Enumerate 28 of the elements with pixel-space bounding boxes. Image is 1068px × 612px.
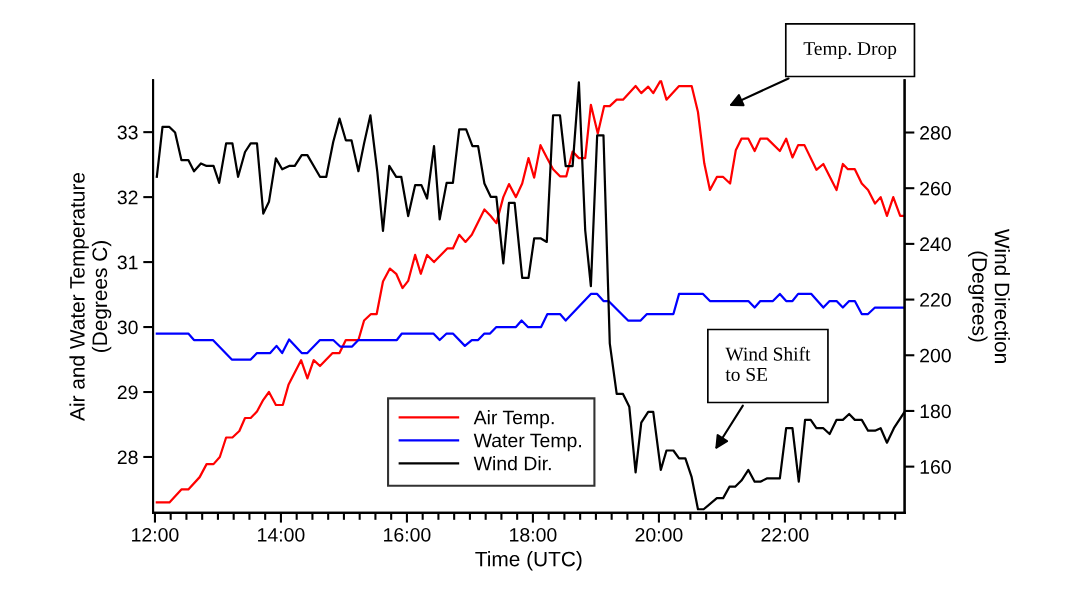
y2-tick-label: 180 <box>920 404 951 419</box>
annotation: Wind Shift to SE <box>725 346 811 382</box>
y-tick-label: 28 <box>117 450 138 465</box>
y-tick-label: 30 <box>117 320 138 335</box>
x-tick-label: 12:00 <box>132 527 179 542</box>
text: Temp. Drop <box>803 42 897 59</box>
y-tick-label: 32 <box>117 190 138 205</box>
legend-label: Air Temp. <box>473 410 554 429</box>
y-axis-title: Air and Water Temperature (Degrees C) <box>69 172 112 421</box>
x-tick-label: 18:00 <box>510 527 557 542</box>
x-tick-label: 16:00 <box>384 527 431 542</box>
y2-tick-label: 260 <box>920 181 951 196</box>
y-tick-label: 33 <box>117 125 138 140</box>
x-tick-label: 20:00 <box>635 527 683 542</box>
line-series <box>155 292 905 361</box>
x-tick-label: 22:00 <box>761 527 809 542</box>
legend-label: Wind Dir. <box>473 456 551 471</box>
x-axis-title: Time (UTC) <box>475 551 582 571</box>
x-tick-label: 14:00 <box>258 527 305 542</box>
y-tick-label: 31 <box>117 255 138 270</box>
y2-tick-label: 220 <box>920 293 951 307</box>
y-tick-label: 29 <box>117 385 138 400</box>
y2-tick-label: 160 <box>920 460 951 474</box>
y2-tick-label: 200 <box>920 348 951 363</box>
y2-tick-label: 280 <box>920 125 951 140</box>
y2-axis-title: Wind Direction (Degrees) <box>968 228 1010 363</box>
y2-tick-label: 240 <box>920 237 951 252</box>
legend-label: Water Temp. <box>473 433 581 452</box>
